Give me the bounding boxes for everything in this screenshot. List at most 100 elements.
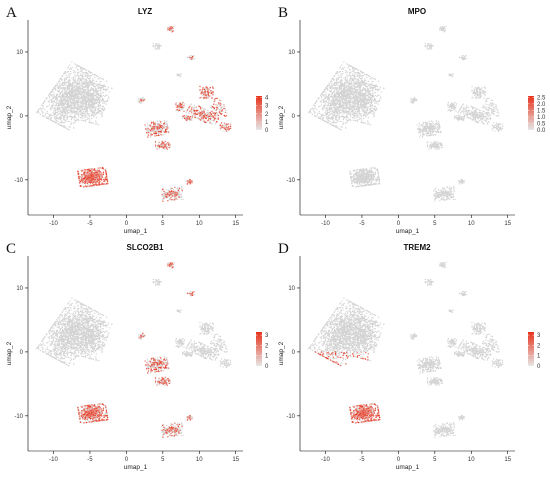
cell-point — [103, 85, 105, 87]
cell-point — [63, 87, 65, 89]
cell-point — [73, 71, 75, 73]
cell-point-expressing — [212, 115, 215, 118]
cell-point — [75, 112, 77, 115]
cell-point — [54, 119, 57, 121]
cell-point-expressing — [105, 179, 108, 181]
cell-point — [165, 121, 168, 123]
cell-point — [344, 89, 346, 92]
cell-point-expressing — [167, 200, 169, 202]
cell-point — [173, 25, 175, 27]
cell-point — [101, 111, 103, 114]
cell-point — [82, 89, 84, 91]
cell-point-expressing — [88, 178, 90, 180]
cell-point — [87, 89, 89, 91]
x-tick-label: 10 — [196, 221, 203, 227]
cell-point — [73, 112, 76, 114]
cell-point-expressing — [198, 112, 200, 114]
cell-point — [59, 91, 62, 94]
cell-point-expressing — [79, 180, 81, 183]
cell-point — [56, 87, 59, 89]
cell-point-expressing — [164, 140, 166, 143]
cell-point — [336, 86, 338, 89]
cell-point — [340, 74, 342, 76]
cell-point — [46, 110, 49, 113]
cell-point-expressing — [87, 171, 89, 174]
cell-point — [223, 105, 226, 108]
cell-point — [366, 92, 368, 94]
cell-point — [330, 95, 332, 98]
cell-point — [181, 186, 183, 188]
cell-point — [181, 188, 183, 190]
cell-point — [111, 87, 113, 89]
cell-point — [51, 98, 53, 100]
cell-point — [74, 100, 76, 102]
cell-point-expressing — [158, 127, 161, 130]
cell-point — [325, 94, 327, 96]
cell-point-expressing — [150, 133, 152, 135]
cell-point-expressing — [201, 114, 203, 116]
cell-point-expressing — [175, 198, 177, 200]
cell-point — [88, 77, 91, 80]
cell-point-expressing — [199, 89, 201, 91]
cell-point — [333, 93, 335, 95]
cell-point — [159, 129, 161, 131]
cell-point-expressing — [174, 190, 176, 192]
cell-point — [346, 103, 348, 106]
cell-point — [77, 78, 79, 80]
cell-point — [66, 115, 68, 117]
cell-point — [58, 105, 60, 108]
cell-point-expressing — [96, 177, 98, 179]
cell-point — [95, 117, 98, 119]
cell-point — [85, 115, 87, 117]
cell-point — [338, 71, 340, 73]
cell-point — [69, 94, 72, 96]
cell-point — [51, 107, 53, 109]
cell-point — [369, 78, 371, 80]
cell-point-expressing — [105, 172, 107, 175]
cell-point — [40, 108, 42, 110]
cell-point — [60, 112, 62, 114]
cell-point — [103, 84, 105, 86]
cell-point-expressing — [178, 196, 180, 198]
cell-point-expressing — [223, 114, 225, 117]
cell-point-expressing — [98, 177, 100, 180]
cell-point — [62, 74, 64, 77]
cell-point — [193, 104, 196, 106]
cell-point-expressing — [174, 193, 176, 195]
cell-point — [166, 146, 168, 148]
cell-point — [95, 74, 98, 77]
cell-point — [194, 114, 196, 116]
cell-point — [338, 113, 340, 115]
cell-point-expressing — [225, 126, 227, 129]
cell-point — [70, 89, 72, 91]
cell-point-expressing — [161, 193, 163, 195]
cell-point — [86, 118, 88, 121]
cell-point-expressing — [86, 185, 88, 188]
cell-point-expressing — [98, 179, 100, 181]
cell-point — [58, 110, 60, 112]
cell-point-expressing — [160, 143, 162, 146]
cell-point — [98, 87, 101, 89]
panel-title: MPO — [408, 7, 426, 16]
cell-point — [337, 120, 339, 122]
cell-point — [86, 73, 88, 75]
cell-point — [49, 107, 51, 109]
cell-point — [180, 196, 182, 199]
cell-point — [57, 113, 59, 116]
cell-point-expressing — [199, 105, 201, 108]
cell-point — [60, 116, 62, 118]
cell-point — [66, 77, 68, 79]
cell-point — [335, 106, 338, 108]
cell-point — [327, 111, 330, 114]
cell-point-expressing — [157, 144, 159, 147]
cell-point — [70, 114, 72, 116]
cell-point-expressing — [211, 106, 214, 108]
cell-point — [50, 108, 53, 110]
cell-point-expressing — [94, 175, 97, 178]
cell-point — [65, 78, 68, 81]
cell-point — [101, 112, 103, 115]
cell-point — [82, 86, 84, 88]
cell-point — [68, 129, 70, 131]
cell-point-expressing — [101, 176, 104, 178]
cell-point — [338, 85, 341, 87]
